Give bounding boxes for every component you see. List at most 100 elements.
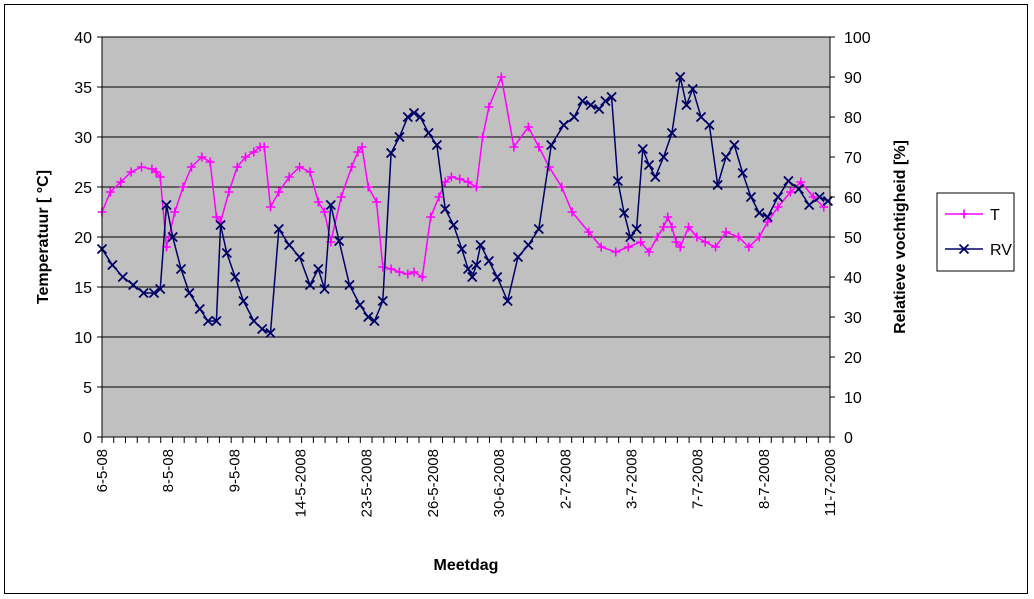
data-point-rv [221, 247, 232, 259]
right-tick-label: 0 [844, 430, 853, 447]
data-point-rv [155, 283, 166, 295]
data-point-t [478, 132, 488, 142]
data-point-rv [394, 131, 405, 143]
data-point-rv [462, 263, 474, 275]
data-point-rv [402, 111, 413, 123]
data-point-rv [257, 323, 268, 335]
data-point-rv [202, 315, 214, 327]
data-point-t [463, 177, 473, 187]
data-point-t [754, 232, 764, 242]
x-tick-label: 9-5-08 [226, 449, 243, 492]
data-point-t [305, 167, 315, 177]
data-point-t [484, 102, 494, 112]
right-tick-label: 90 [844, 70, 862, 87]
left-tick-label: 25 [74, 180, 92, 197]
data-point-t [249, 147, 259, 157]
right-tick-label: 30 [844, 310, 862, 327]
data-point-t [386, 264, 396, 274]
right-tick-label: 40 [844, 270, 862, 287]
left-tick-label: 15 [74, 280, 92, 297]
data-point-t [394, 267, 404, 277]
left-tick-label: 5 [83, 380, 92, 397]
data-point-rv [215, 219, 226, 231]
data-point-t [313, 197, 323, 207]
x-axis-title: Meetdag [434, 557, 499, 574]
data-point-t [336, 192, 346, 202]
data-point-t [137, 162, 147, 172]
data-point-rv [523, 239, 534, 251]
data-point-t [259, 142, 269, 152]
data-point-t [417, 272, 427, 282]
data-point-t [426, 212, 436, 222]
data-point-rv [294, 251, 305, 263]
data-point-t [663, 212, 673, 222]
data-point-rv [194, 303, 205, 315]
data-point-rv [712, 179, 723, 191]
data-point-t [357, 142, 367, 152]
data-point-rv [643, 159, 655, 171]
data-point-rv [229, 271, 241, 283]
data-point-t [409, 267, 419, 277]
data-point-t [596, 242, 606, 252]
data-point-rv [577, 95, 588, 107]
data-point-t [523, 122, 533, 132]
data-point-t [623, 242, 633, 252]
left-tick-label: 40 [74, 30, 92, 47]
data-point-rv [720, 151, 732, 163]
data-point-t [274, 187, 284, 197]
x-tick-label: 8-7-2008 [756, 449, 773, 509]
data-point-rv [533, 223, 544, 235]
right-axis-title: Relatieve vochtigheid [%] [892, 140, 909, 334]
data-point-rv [569, 111, 580, 123]
data-point-rv [783, 175, 794, 187]
data-point-t [155, 172, 165, 182]
data-point-rv [448, 219, 459, 231]
data-point-t [644, 247, 654, 257]
data-point-rv [637, 143, 648, 155]
data-point-t [471, 182, 481, 192]
data-point-rv [822, 195, 834, 207]
series-rv [96, 71, 834, 339]
data-point-t [378, 262, 388, 272]
data-point-t [711, 242, 721, 252]
axes-layer: 0 5 10 15 20 25 30 35 40 0 10 20 30 40 50 60 70 80 90 100 6-… [74, 30, 871, 517]
data-point-rv [606, 91, 617, 103]
data-point-t [265, 202, 275, 212]
data-point-rv [107, 259, 118, 271]
data-point-rv [681, 99, 692, 111]
data-point-t [796, 177, 806, 187]
data-point-t [721, 227, 731, 237]
data-point-t [205, 157, 215, 167]
data-point-t [353, 147, 363, 157]
legend-marker [959, 209, 969, 219]
data-point-t [241, 152, 251, 162]
data-point-rv [161, 199, 172, 211]
left-tick-label: 0 [83, 430, 92, 447]
x-tick-label: 11-7-2008 [822, 449, 839, 516]
data-point-rv [666, 127, 678, 139]
data-point-rv [814, 191, 825, 203]
chart-area [4, 4, 1028, 594]
data-point-rv [593, 103, 605, 115]
data-point-t [363, 182, 373, 192]
data-point-rv [695, 111, 707, 123]
data-point-rv [304, 279, 316, 291]
data-point-t [671, 237, 681, 247]
data-point-rv [793, 183, 804, 195]
left-tick-label: 30 [74, 130, 92, 147]
right-tick-label: 20 [844, 350, 862, 367]
data-point-t [659, 222, 669, 232]
data-point-rv [600, 95, 611, 107]
legend-label: T [990, 207, 1000, 224]
data-point-rv [745, 191, 757, 203]
data-point-t [496, 72, 506, 82]
data-point-t [224, 187, 234, 197]
right-tick-label: 10 [844, 390, 862, 407]
x-tick-label: 6-5-08 [94, 449, 111, 492]
data-point-t [675, 242, 685, 252]
data-point-rv [456, 243, 467, 255]
data-point-t [455, 174, 465, 184]
data-point-t [116, 177, 126, 187]
data-point-t [700, 237, 710, 247]
data-point-rv [804, 199, 815, 211]
